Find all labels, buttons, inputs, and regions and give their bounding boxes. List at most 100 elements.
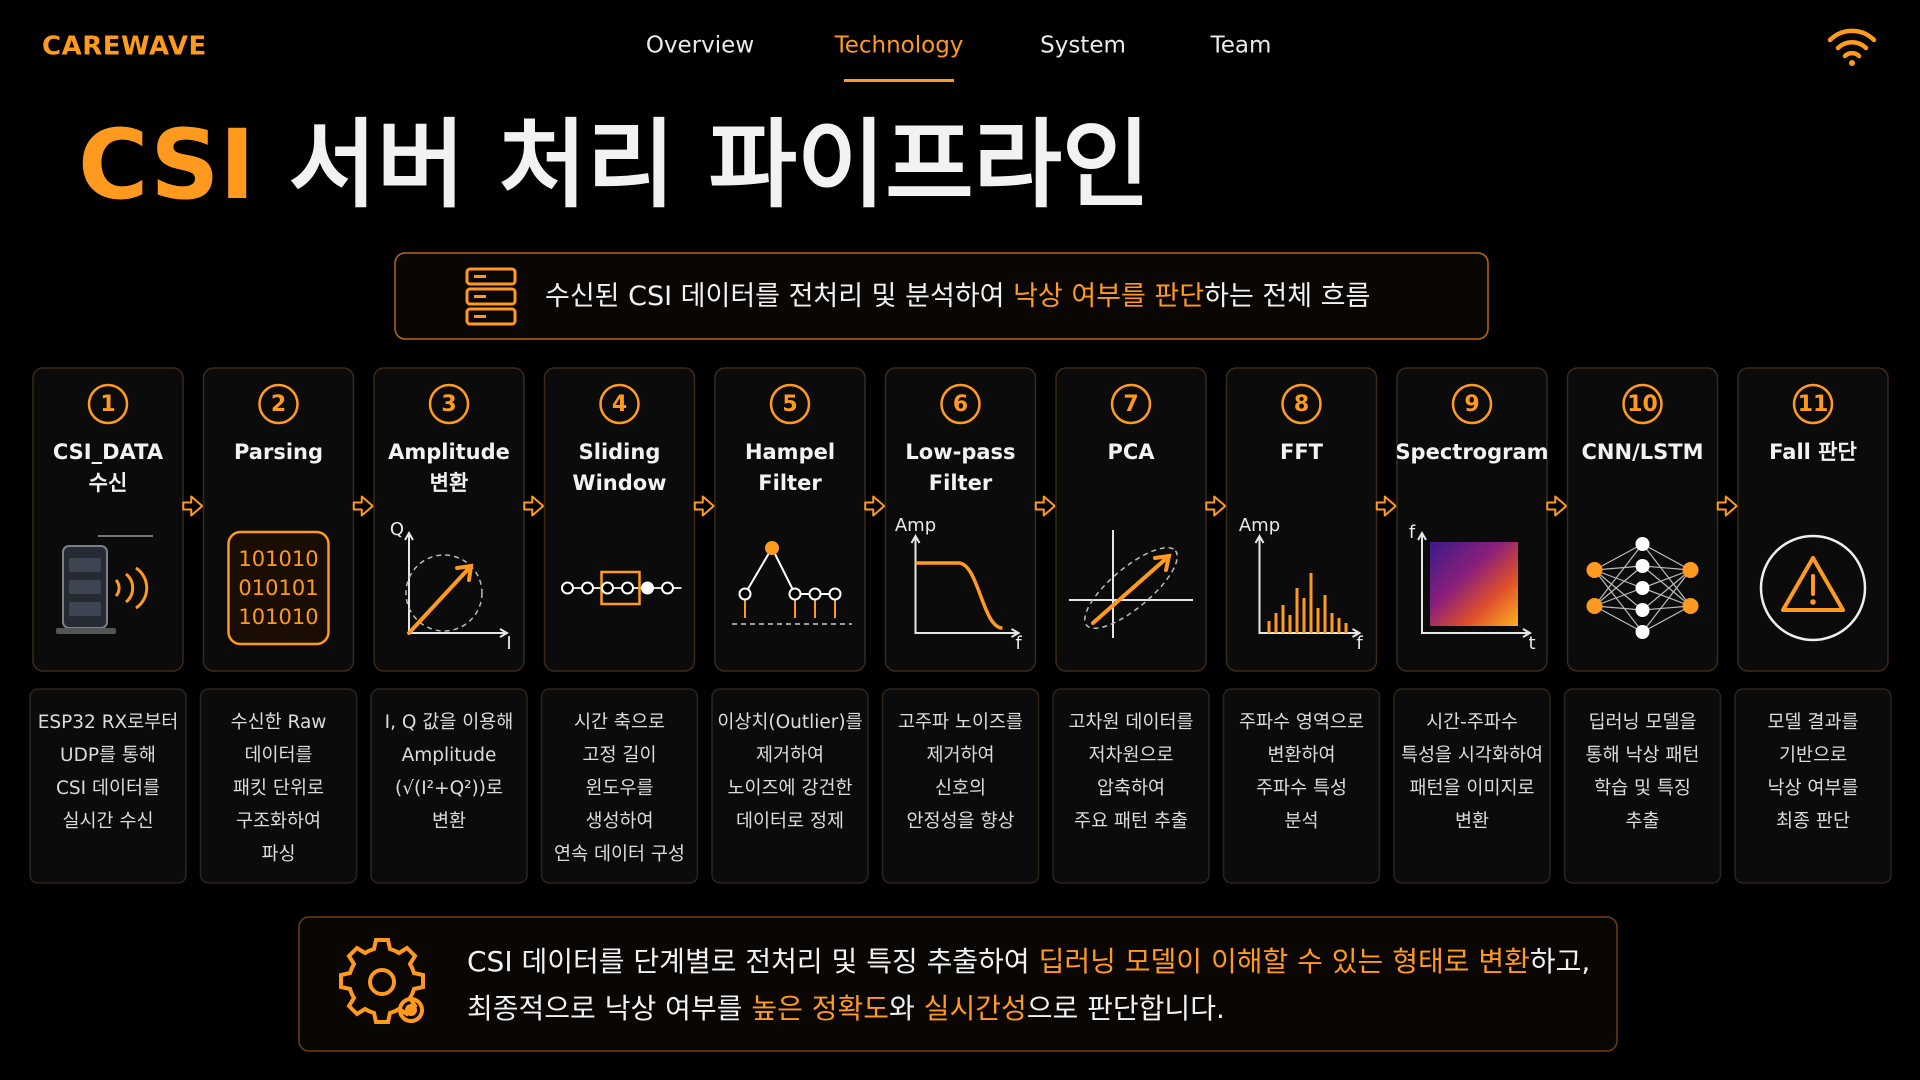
- fft-bar: [1316, 608, 1320, 633]
- edge: [1594, 605, 1643, 633]
- step-number: 5: [782, 392, 797, 417]
- nav-link[interactable]: Team: [1210, 33, 1272, 59]
- step-card: [1225, 367, 1378, 672]
- fft-bar: [1274, 613, 1278, 633]
- device-base: [56, 628, 116, 634]
- fft-bar: [1330, 613, 1334, 633]
- step-description: 데이터를: [244, 745, 312, 766]
- step-description: 최종 판단: [1776, 811, 1850, 832]
- device-slot: [69, 602, 101, 616]
- subtitle-segment: 하는 전체 흐름: [1204, 281, 1370, 312]
- step-description: I, Q 값을 이용해: [385, 712, 514, 733]
- step-card: [1055, 367, 1207, 672]
- step-icon: Amp f: [895, 515, 1022, 654]
- subtitle: 수신된 CSI 데이터를 전처리 및 분석하여 낙상 여부를 판단하는 전체 흐…: [545, 281, 1370, 312]
- step-description: 시간-주파수: [1426, 712, 1518, 733]
- neuron: [1682, 562, 1699, 578]
- device-slot: [69, 558, 101, 572]
- nav-link[interactable]: Overview: [646, 33, 754, 59]
- step-title: Fall 판단: [1769, 440, 1857, 464]
- icon-label: f: [1015, 633, 1022, 654]
- brand[interactable]: CAREWAVE: [42, 32, 207, 62]
- edge: [1594, 587, 1643, 607]
- alert-ring: [1759, 534, 1867, 642]
- step-number: 8: [1294, 392, 1309, 417]
- step-title: CSI_DATA: [53, 440, 164, 464]
- step-number: 9: [1464, 392, 1479, 417]
- step-description: 노이즈에 강건한: [727, 778, 852, 799]
- neuron: [1635, 603, 1650, 617]
- neuron: [1586, 598, 1603, 614]
- step-number: 10: [1627, 392, 1658, 417]
- page-title-segment: CSI: [78, 109, 255, 221]
- vector: [407, 563, 474, 635]
- step-description: 딥러닝 모델을: [1588, 712, 1696, 733]
- step-description: 연속 데이터 구성: [554, 844, 685, 865]
- step-number: 2: [271, 392, 286, 417]
- step-number-ring: [940, 383, 981, 425]
- step-description: 데이터로 정제: [736, 811, 844, 832]
- fft-bar: [1323, 595, 1327, 633]
- step-description: 생성하여: [585, 811, 653, 832]
- page-title: CSI 서버 처리 파이프라인: [78, 109, 1150, 221]
- step-number-ring: [87, 383, 129, 425]
- step-number-ring: [428, 383, 470, 425]
- footer-line-segment: CSI 데이터를 단계별로 전처리 및 특징 추출하여: [467, 945, 1039, 978]
- axis-arrow: [1417, 530, 1533, 638]
- description-card: [199, 688, 358, 884]
- step-description: 시간 축으로: [574, 712, 665, 733]
- step-title: Parsing: [234, 440, 323, 464]
- step-number-ring: [1110, 383, 1152, 425]
- step-icon: ft: [1409, 522, 1536, 654]
- edge: [1594, 569, 1643, 633]
- step-description: 패킷 단위로: [233, 778, 324, 799]
- alert-dot: [1810, 599, 1816, 605]
- step-card: [884, 367, 1037, 672]
- step-icon: [561, 570, 682, 606]
- step-description: 특성을 시각화하여: [1401, 745, 1543, 766]
- edge: [1594, 565, 1643, 571]
- step-title: Hampel: [745, 440, 835, 464]
- principal-axis: [1091, 553, 1172, 625]
- nav-link[interactable]: System: [1040, 33, 1126, 59]
- flow-arrow: [693, 495, 715, 517]
- step-description: 이상치(Outlier)를: [717, 712, 862, 733]
- sample: [828, 587, 842, 601]
- step-number-ring: [258, 383, 299, 425]
- axis-arrow: [1254, 533, 1362, 638]
- step-description: 구조화하여: [236, 811, 321, 832]
- step-card: [1737, 367, 1889, 672]
- binary-text: 101010: [238, 547, 318, 571]
- step-number: 4: [612, 392, 627, 417]
- description-card: [540, 688, 699, 884]
- flow-arrow: [182, 495, 204, 517]
- sample: [621, 581, 634, 595]
- edge: [1642, 565, 1691, 607]
- description-card: [1393, 688, 1551, 884]
- axis: [914, 536, 1019, 634]
- flow-arrow: [1034, 495, 1056, 517]
- subtitle-segment: 낙상 여부를 판단: [1013, 281, 1204, 312]
- edge: [1594, 565, 1643, 607]
- step-description: 고정 길이: [583, 745, 657, 766]
- description-card: [711, 688, 869, 884]
- nav-link[interactable]: Technology: [834, 33, 964, 59]
- footer-line-segment: 와: [889, 992, 924, 1025]
- sample: [641, 581, 654, 595]
- device-slot: [69, 580, 101, 594]
- axis-arrow: [404, 530, 510, 638]
- page-title-segment: 서버 처리 파이프라인: [255, 109, 1150, 221]
- axis: [1421, 533, 1530, 634]
- step-number-ring: [1451, 383, 1493, 425]
- edge: [1642, 605, 1691, 633]
- edge: [1594, 569, 1643, 589]
- step-number-ring: [769, 383, 811, 425]
- description-card: [29, 688, 187, 884]
- step-description: 고차원 데이터를: [1068, 712, 1193, 733]
- description-card: [881, 688, 1040, 884]
- icon-label: t: [1528, 633, 1535, 654]
- edge: [1594, 569, 1643, 611]
- sample: [661, 581, 674, 595]
- alert-triangle: [1781, 556, 1845, 612]
- footer-line-segment: 으로 판단합니다.: [1027, 992, 1225, 1025]
